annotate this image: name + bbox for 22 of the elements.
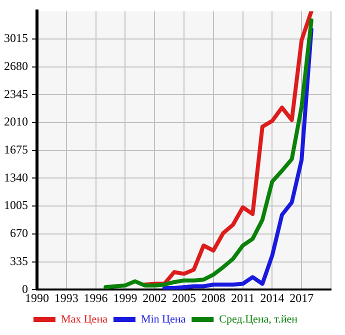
x-tick-label: 2005: [172, 290, 196, 305]
legend-label: Сред.Цена, т.йен: [219, 313, 298, 326]
y-tick-label: 1005: [4, 198, 28, 212]
y-tick-label: 2010: [4, 114, 28, 129]
x-tick-label: 1999: [113, 290, 138, 305]
y-tick-label: 1675: [4, 142, 28, 157]
x-tick-label: 2011: [231, 290, 255, 305]
y-tick-label: 2345: [4, 86, 28, 101]
x-tick-label: 2002: [142, 290, 167, 305]
x-tick-label: 2014: [260, 290, 284, 305]
legend-label: Max Цена: [60, 313, 108, 326]
legend-label: Min Цена: [140, 313, 186, 326]
x-tick-label: 2008: [201, 290, 226, 305]
y-tick-label: 335: [10, 254, 28, 268]
y-tick-label: 3015: [4, 31, 28, 46]
y-tick-label: 2680: [4, 59, 28, 74]
x-tick-label: 1996: [84, 290, 108, 305]
x-tick-label: 2017: [290, 290, 314, 305]
y-tick-label: 670: [10, 226, 28, 240]
y-tick-label: 0: [22, 282, 28, 296]
y-tick-label: 1340: [4, 170, 28, 184]
x-tick-label: 1993: [54, 290, 78, 305]
